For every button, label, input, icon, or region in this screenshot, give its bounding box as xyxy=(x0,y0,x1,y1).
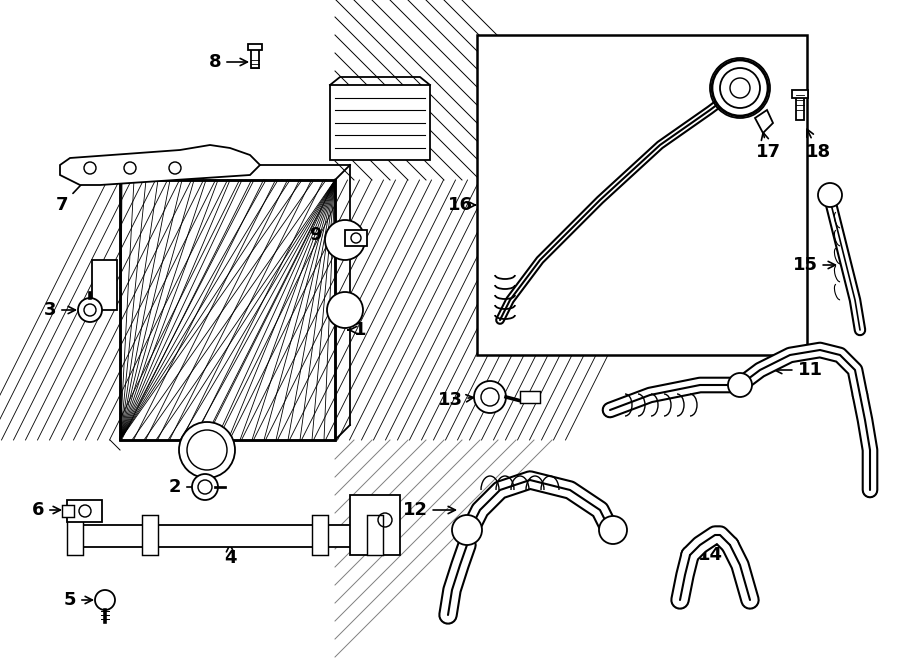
Bar xyxy=(248,44,262,50)
Bar xyxy=(367,515,383,555)
Circle shape xyxy=(192,474,218,500)
Text: 12: 12 xyxy=(402,501,455,519)
Bar xyxy=(520,391,540,403)
Text: 13: 13 xyxy=(437,391,473,409)
Text: 7: 7 xyxy=(56,173,92,214)
Bar xyxy=(92,260,117,310)
Circle shape xyxy=(474,381,506,413)
Circle shape xyxy=(95,590,115,610)
Bar xyxy=(330,85,430,160)
Bar xyxy=(67,500,102,522)
Circle shape xyxy=(325,220,365,260)
Bar xyxy=(312,515,328,555)
Circle shape xyxy=(728,373,752,397)
Bar xyxy=(251,48,259,68)
Bar xyxy=(796,95,804,120)
Text: 15: 15 xyxy=(793,256,835,274)
Circle shape xyxy=(179,422,235,478)
Text: 16: 16 xyxy=(447,196,473,214)
Text: 9: 9 xyxy=(309,226,340,244)
Text: 18: 18 xyxy=(806,129,831,161)
Text: 2: 2 xyxy=(169,478,201,496)
Circle shape xyxy=(818,183,842,207)
Text: 10: 10 xyxy=(335,96,375,114)
Text: 8: 8 xyxy=(209,53,248,71)
Bar xyxy=(62,505,74,517)
Bar xyxy=(345,230,367,246)
Circle shape xyxy=(599,516,627,544)
Bar xyxy=(477,35,807,355)
Bar xyxy=(120,180,335,440)
Bar xyxy=(142,515,158,555)
Text: 17: 17 xyxy=(755,132,780,161)
Text: 14: 14 xyxy=(698,546,723,564)
Circle shape xyxy=(327,292,363,328)
Text: 6: 6 xyxy=(32,501,60,519)
Bar xyxy=(120,180,335,440)
Text: 4: 4 xyxy=(224,543,236,567)
Polygon shape xyxy=(60,145,260,185)
Bar xyxy=(67,515,83,555)
Circle shape xyxy=(78,298,102,322)
Text: 11: 11 xyxy=(775,361,823,379)
Circle shape xyxy=(712,60,768,116)
Bar xyxy=(792,90,808,98)
Bar xyxy=(350,495,400,555)
Text: 3: 3 xyxy=(44,301,76,319)
Text: 1: 1 xyxy=(348,321,366,339)
Text: 5: 5 xyxy=(64,591,93,609)
Polygon shape xyxy=(755,110,773,133)
Circle shape xyxy=(452,515,482,545)
Bar xyxy=(70,525,380,547)
